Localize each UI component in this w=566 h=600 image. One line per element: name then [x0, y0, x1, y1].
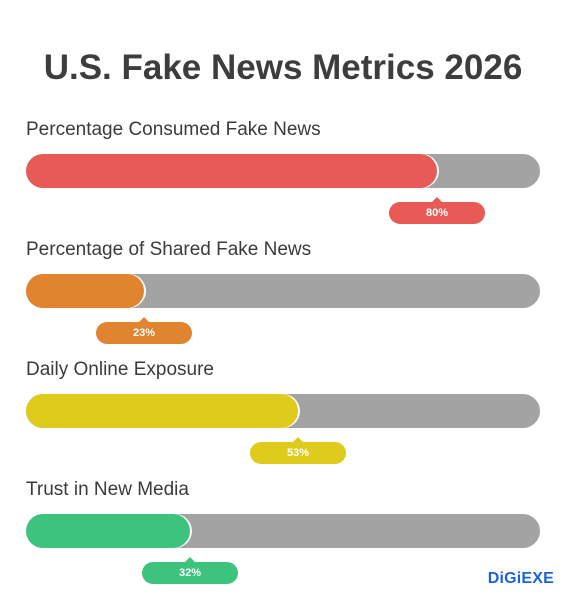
- bar-track: [26, 154, 540, 188]
- bar-fill: [26, 394, 298, 428]
- value-label: 80%: [389, 197, 485, 224]
- value-label: 23%: [96, 317, 192, 344]
- value-label: 32%: [142, 557, 238, 584]
- category-label: Percentage of Shared Fake News: [26, 239, 312, 260]
- value-label: 53%: [250, 437, 346, 464]
- metric-row: Percentage Consumed Fake News 80%: [26, 118, 540, 228]
- bar-fill: [26, 274, 144, 308]
- metric-row: Daily Online Exposure 53%: [26, 358, 540, 468]
- bar-track: [26, 394, 540, 428]
- brand-logo: DiGiEXE: [487, 570, 554, 587]
- metric-row: Trust in New Media 32%: [26, 478, 540, 588]
- category-label: Percentage Consumed Fake News: [26, 119, 321, 140]
- bar-fill: [26, 514, 190, 548]
- bar-track: [26, 514, 540, 548]
- bar-track: [26, 274, 540, 308]
- bar-fill: [26, 154, 437, 188]
- category-label: Daily Online Exposure: [26, 359, 214, 380]
- chart-title: U.S. Fake News Metrics 2026: [43, 48, 523, 87]
- category-label: Trust in New Media: [26, 479, 189, 500]
- metric-row: Percentage of Shared Fake News 23%: [26, 238, 540, 348]
